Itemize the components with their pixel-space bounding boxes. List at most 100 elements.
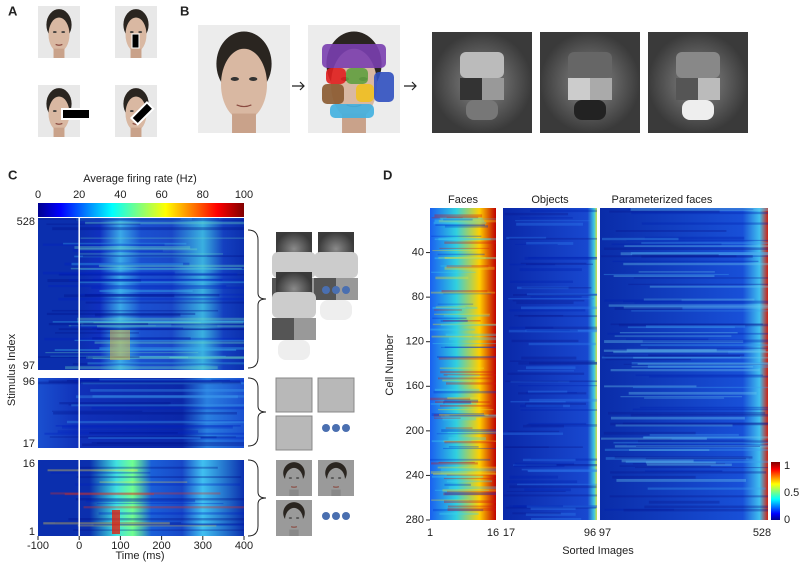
heatmap-row (431, 271, 476, 273)
heatmap-row (646, 463, 732, 466)
mouth (290, 486, 298, 488)
heatmap-row (76, 420, 244, 422)
heatmap-row (76, 218, 192, 221)
heatmap-row (518, 362, 597, 365)
heatmap-row (84, 294, 220, 297)
heatmap-row (516, 464, 597, 466)
heatmap-row (71, 262, 184, 266)
heatmap-row (626, 348, 717, 352)
heatmap-row (605, 457, 749, 460)
heatmap-row (505, 506, 596, 509)
eye (129, 31, 134, 33)
x-tick-label: 97 (599, 527, 611, 539)
region (356, 84, 374, 102)
heatmap-row (447, 505, 496, 508)
heatmap-row (438, 357, 496, 360)
heatmap-row (444, 225, 489, 228)
heatmap-row (439, 404, 492, 407)
heatmap-row (632, 254, 719, 257)
panel-label: D (383, 167, 392, 182)
heatmap-row (80, 268, 244, 270)
heatmap-row (83, 506, 244, 509)
heatmap-row (42, 271, 175, 275)
x-tick-label: 528 (753, 527, 771, 539)
heatmap-row (513, 464, 557, 466)
dot (342, 424, 350, 432)
heatmap-row (631, 211, 768, 215)
heatmap-row (443, 492, 496, 496)
heatmap (38, 378, 244, 448)
heatmap-row (443, 440, 496, 442)
heatmap-row (525, 326, 597, 330)
heatmap-row (47, 469, 138, 472)
heatmap-row (626, 338, 709, 341)
heatmap-row (433, 309, 462, 311)
heatmap-row (647, 365, 768, 369)
heatmap-row (64, 493, 154, 496)
heatmap-row (648, 354, 745, 357)
heatmap-row (434, 238, 491, 241)
heatmap-row (442, 379, 472, 382)
heatmap-row (433, 221, 487, 225)
y-tick-label: 200 (406, 425, 424, 437)
heatmap-row (43, 522, 170, 525)
heatmap-row (645, 470, 723, 472)
heatmap-row (608, 304, 768, 307)
heatmap-row (509, 280, 573, 283)
y-axis-label: Stimulus Index (6, 333, 18, 406)
heatmap-row (99, 378, 212, 382)
region (460, 78, 482, 100)
region (314, 252, 358, 278)
heatmap-row (92, 278, 245, 281)
heatmap-row (58, 297, 244, 301)
heatmap-row (440, 265, 472, 267)
dot (332, 512, 340, 520)
heatmap-row (53, 411, 237, 415)
heatmap-row (73, 529, 244, 531)
heatmap-row (641, 242, 768, 245)
heatmap-row (71, 324, 218, 328)
heatmap-row (622, 422, 768, 425)
heatmap-row (525, 402, 586, 405)
heatmap-row (432, 249, 478, 252)
dot (322, 424, 330, 432)
y-axis-label: Cell Number (384, 334, 396, 395)
column-title: Objects (531, 194, 569, 206)
heatmap-row (82, 382, 244, 385)
region (574, 100, 606, 120)
heatmap-row (444, 483, 471, 486)
heatmap-row (505, 446, 583, 448)
heatmap-row (94, 218, 220, 220)
spot (112, 510, 120, 534)
mouth (236, 104, 252, 108)
heatmap-row (92, 356, 244, 360)
heatmap-row (439, 217, 483, 220)
face-image (38, 6, 80, 58)
heatmap-row (99, 347, 245, 350)
heatmap-row (38, 381, 242, 385)
brace (247, 377, 267, 447)
heatmap-row (48, 380, 240, 383)
heatmap-row (647, 487, 766, 490)
heatmap-row (644, 236, 745, 240)
heatmap-row (432, 323, 496, 326)
column-title: Parameterized faces (612, 194, 713, 206)
eye (295, 517, 300, 519)
region (322, 44, 386, 68)
heatmap-row (623, 300, 768, 303)
heatmap-row (88, 436, 201, 439)
heatmap (38, 460, 244, 536)
heatmap-row (642, 339, 768, 343)
heatmap-row (531, 517, 582, 520)
heatmap-row (612, 260, 759, 263)
heatmap-row (447, 397, 480, 400)
heatmap-row (644, 397, 725, 399)
heatmap-row (507, 372, 585, 375)
heatmap-row (509, 485, 597, 489)
heatmap-row (525, 329, 597, 332)
y-tick-label: 528 (17, 216, 35, 228)
heatmap-row (509, 360, 595, 362)
heatmap-row (52, 227, 245, 231)
heatmap-row (510, 400, 566, 403)
